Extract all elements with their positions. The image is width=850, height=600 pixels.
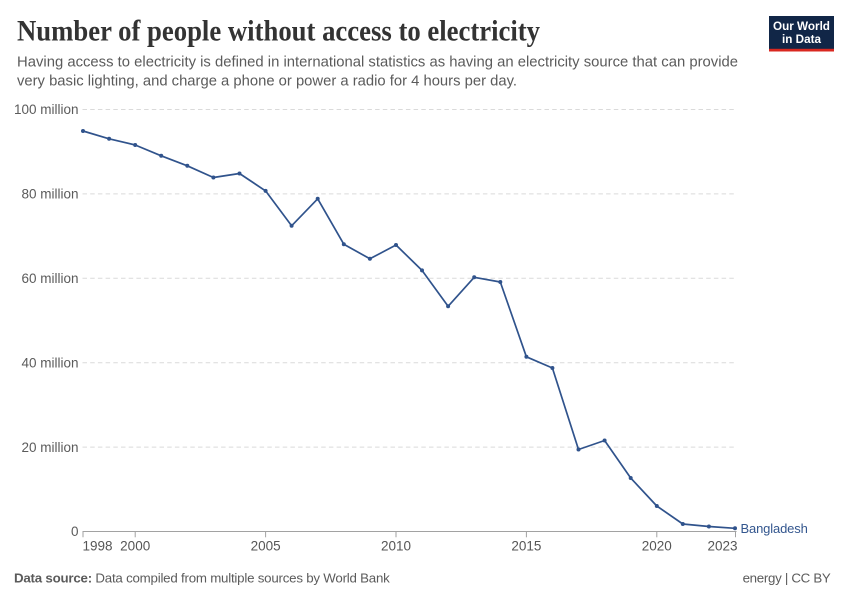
- svg-text:2015: 2015: [511, 539, 541, 554]
- svg-text:20 million: 20 million: [21, 440, 78, 455]
- svg-text:2000: 2000: [120, 539, 150, 554]
- svg-text:2005: 2005: [251, 539, 281, 554]
- svg-text:80 million: 80 million: [21, 187, 78, 202]
- svg-text:Having access to electricity i: Having access to electricity is defined …: [17, 54, 738, 70]
- svg-text:60 million: 60 million: [21, 271, 78, 286]
- svg-text:40 million: 40 million: [21, 355, 78, 370]
- svg-text:Bangladesh: Bangladesh: [741, 521, 808, 536]
- svg-text:Number of people without acces: Number of people without access to elect…: [17, 15, 540, 48]
- svg-text:Our World: Our World: [773, 20, 830, 33]
- svg-text:in Data: in Data: [782, 33, 821, 46]
- svg-text:2023: 2023: [707, 539, 737, 554]
- svg-text:1998: 1998: [83, 539, 113, 554]
- svg-text:2010: 2010: [381, 539, 411, 554]
- svg-text:0: 0: [71, 524, 79, 539]
- svg-text:Data source: Data compiled fro: Data source: Data compiled from multiple…: [14, 570, 390, 585]
- svg-text:very basic lighting, and charg: very basic lighting, and charge a phone …: [17, 74, 517, 90]
- svg-text:100 million: 100 million: [14, 102, 79, 117]
- svg-text:energy | CC BY: energy | CC BY: [743, 570, 831, 585]
- svg-text:2020: 2020: [642, 539, 672, 554]
